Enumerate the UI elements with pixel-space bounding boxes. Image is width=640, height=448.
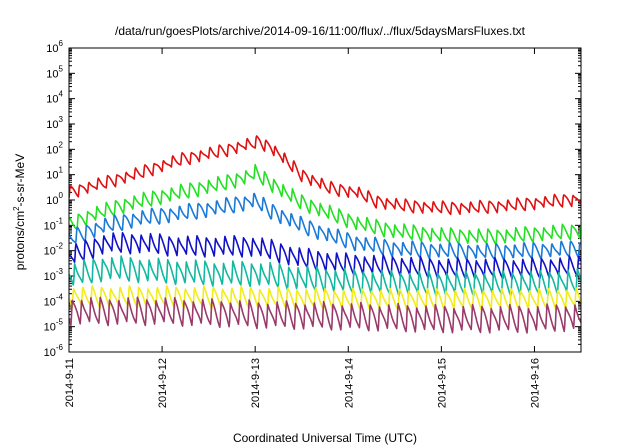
chart-title: /data/run/goesPlots/archive/2014-09-16/1… — [115, 24, 526, 38]
y-tick-label: 10-3 — [44, 267, 64, 283]
y-tick-label: 106 — [46, 39, 63, 55]
y-tick-label: 10-1 — [44, 216, 64, 232]
x-tick-label: 2014-9-12 — [157, 358, 169, 408]
y-tick-label: 104 — [46, 90, 63, 106]
y-axis-ticks: 10-6 10-5 10-4 10-3 10-2 10-1 100 101 102 103 104 1… — [44, 39, 581, 359]
x-tick-label: 2014-9-13 — [250, 358, 262, 408]
series-line-2 — [69, 192, 581, 261]
x-axis-ticks: 2014-9-11 2014-9-12 2014-9-13 2014-9-14 2014… — [64, 48, 541, 408]
series-layer — [69, 135, 581, 334]
series-line-3 — [69, 232, 581, 280]
y-tick-label: 103 — [46, 115, 63, 131]
x-tick-label: 2014-9-15 — [436, 358, 448, 408]
x-tick-label: 2014-9-11 — [64, 358, 76, 407]
y-tick-label: 10-6 — [44, 343, 64, 359]
x-axis-label: Coordinated Universal Time (UTC) — [233, 431, 417, 445]
series-line-0 — [69, 135, 581, 216]
x-tick-label: 2014-9-16 — [529, 358, 541, 408]
y-tick-label: 100 — [46, 191, 63, 207]
series-line-1 — [69, 163, 581, 246]
y-tick-label: 105 — [46, 64, 63, 80]
series-line-5 — [69, 285, 581, 312]
y-tick-label: 102 — [46, 140, 63, 156]
y-tick-label: 101 — [46, 166, 63, 182]
x-tick-label: 2014-9-14 — [343, 358, 355, 408]
plot-frame — [68, 47, 582, 353]
series-line-6 — [69, 296, 581, 334]
y-tick-label: 10-2 — [44, 242, 64, 258]
y-axis-label: protons/cm2-s-sr-MeV — [12, 154, 27, 270]
y-tick-label: 10-5 — [44, 318, 64, 334]
y-tick-label: 10-4 — [44, 292, 64, 308]
